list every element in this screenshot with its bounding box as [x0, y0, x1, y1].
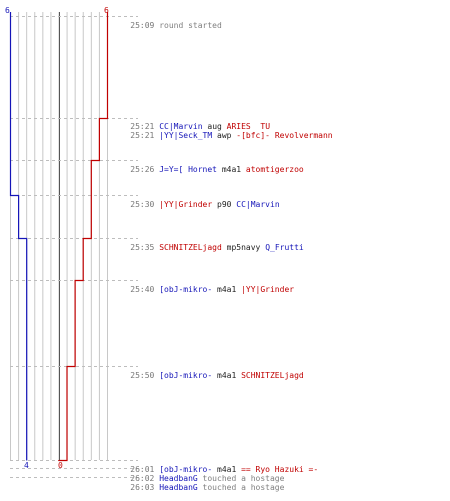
event-time: 25:21 — [130, 131, 154, 140]
event-row-kill: 25:26 J=Y=[ Hornet m4a1 atomtigerzoo — [111, 156, 304, 183]
weapon-name: awp — [217, 131, 231, 140]
killer-name: |YY|Grinder — [159, 200, 212, 209]
weapon-name: p90 — [217, 200, 231, 209]
weapon-name: m4a1 — [222, 165, 241, 174]
victim-name: -[bfc]- Revolvermann — [236, 131, 332, 140]
blue-end-score: 4 — [24, 461, 29, 470]
event-row-kill: 25:21 |YY|Seck_TM awp -[bfc]- Revolverma… — [111, 122, 333, 149]
event-row-hostage: 26:03 HeadbanG touched a hostage — [111, 474, 284, 501]
event-message: touched a hostage — [203, 483, 285, 492]
weapon-name: m4a1 — [217, 285, 236, 294]
event-row-kill: 25:30 |YY|Grinder p90 CC|Marvin — [111, 191, 280, 218]
event-row-round-start: 25:09 round started — [111, 12, 222, 39]
killer-name: [obJ-mikro- — [159, 285, 212, 294]
event-row-kill: 25:40 [obJ-mikro- m4a1 |YY|Grinder — [111, 276, 294, 303]
killer-name: J=Y=[ Hornet — [159, 165, 217, 174]
red-end-score: 0 — [58, 461, 63, 470]
killer-name: |YY|Seck_TM — [159, 131, 212, 140]
event-time: 25:40 — [130, 285, 154, 294]
event-time: 25:26 — [130, 165, 154, 174]
victim-name: CC|Marvin — [236, 200, 279, 209]
victim-name: |YY|Grinder — [241, 285, 294, 294]
blue-start-score: 6 — [5, 6, 10, 15]
killer-name: SCHNITZELjagd — [159, 243, 222, 252]
victim-name: atomtigerzoo — [246, 165, 304, 174]
event-time: 26:03 — [130, 483, 154, 492]
event-time: 25:35 — [130, 243, 154, 252]
red-start-score: 6 — [104, 6, 109, 15]
event-message: round started — [159, 21, 222, 30]
killer-name: [obJ-mikro- — [159, 371, 212, 380]
weapon-name: m4a1 — [217, 371, 236, 380]
event-row-kill: 25:50 [obJ-mikro- m4a1 SCHNITZELjagd — [111, 362, 304, 389]
victim-name: SCHNITZELjagd — [241, 371, 304, 380]
weapon-name: mp5navy — [227, 243, 261, 252]
player-name: HeadbanG — [159, 483, 198, 492]
event-time: 25:09 — [130, 21, 154, 30]
event-row-kill: 25:35 SCHNITZELjagd mp5navy Q_Frutti — [111, 234, 304, 261]
event-time: 25:50 — [130, 371, 154, 380]
victim-name: Q_Frutti — [265, 243, 304, 252]
event-time: 25:30 — [130, 200, 154, 209]
